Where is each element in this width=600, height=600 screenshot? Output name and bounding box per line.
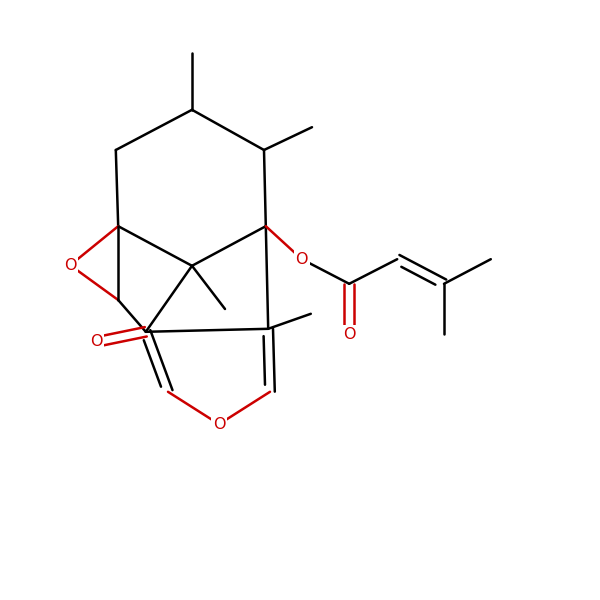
Text: O: O — [343, 326, 355, 342]
Text: O: O — [213, 416, 225, 432]
Text: O: O — [64, 258, 76, 272]
Text: O: O — [90, 335, 102, 349]
Text: O: O — [296, 252, 308, 266]
